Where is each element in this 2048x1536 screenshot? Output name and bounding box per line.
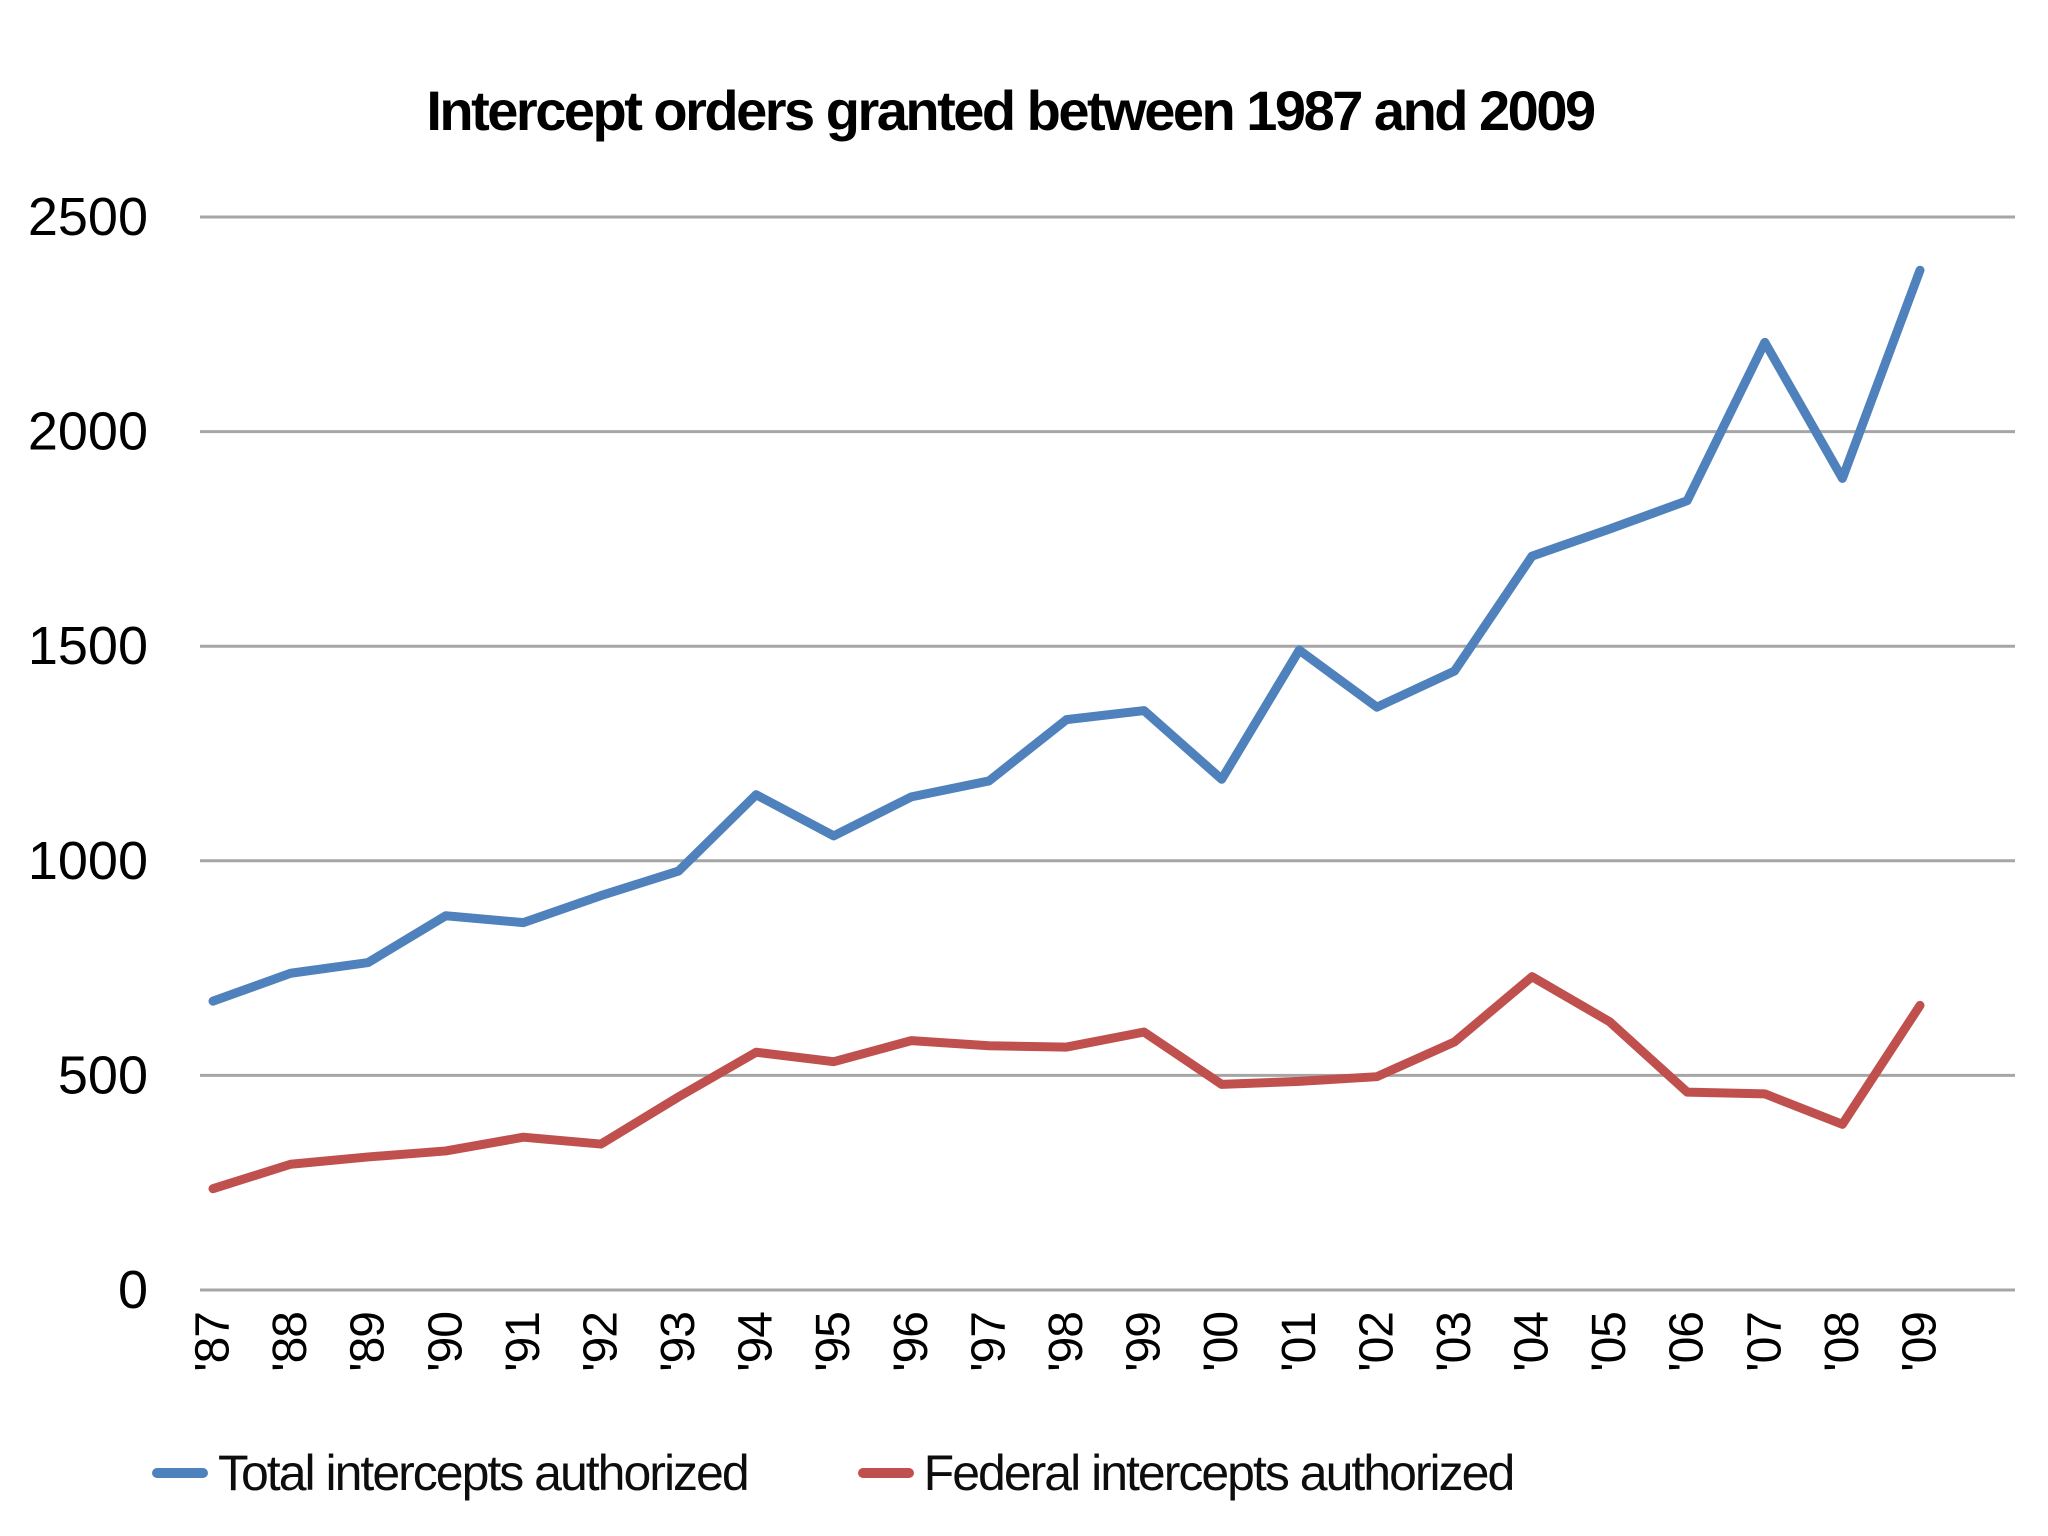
chart-title: Intercept orders granted between 1987 an… xyxy=(426,79,1596,142)
x-axis-tick-label: '89 xyxy=(342,1312,395,1372)
y-axis-tick-label: 0 xyxy=(118,1260,148,1320)
x-axis-tick-label: '93 xyxy=(652,1312,705,1372)
federal-series-line xyxy=(208,972,1925,1194)
x-axis-tick-label: '92 xyxy=(574,1312,627,1372)
total-series-line xyxy=(208,265,1925,1006)
y-axis-tick-label: 1000 xyxy=(28,831,148,891)
x-axis-tick-label: '01 xyxy=(1273,1312,1326,1372)
x-axis-tick-label: '98 xyxy=(1040,1312,1093,1372)
total-series-swatch xyxy=(152,1468,208,1478)
x-axis-tick-label: '09 xyxy=(1894,1312,1947,1372)
x-axis-tick-label: '07 xyxy=(1738,1312,1791,1372)
x-axis-tick-label: '94 xyxy=(730,1312,783,1372)
y-axis-tick-label: 500 xyxy=(58,1045,148,1105)
x-axis-tick-label: '08 xyxy=(1816,1312,1869,1372)
legend-label-federal: Federal intercepts authorized xyxy=(923,1445,1516,1501)
y-axis-tick-label: 2000 xyxy=(28,402,148,462)
x-axis-tick-label: '90 xyxy=(419,1312,472,1372)
x-axis-tick-label: '02 xyxy=(1350,1312,1403,1372)
x-axis-tick-label: '00 xyxy=(1195,1312,1248,1372)
x-axis-tick-label: '06 xyxy=(1661,1312,1714,1372)
x-axis-tick-label: '88 xyxy=(264,1312,317,1372)
x-axis-tick-label: '03 xyxy=(1428,1312,1481,1372)
legend-label-total: Total intercepts authorized xyxy=(218,1445,750,1501)
y-axis-tick-label: 2500 xyxy=(28,187,148,247)
x-axis-tick-label: '91 xyxy=(497,1312,550,1372)
x-axis-tick-label: '05 xyxy=(1583,1312,1636,1372)
x-axis-tick-label: '04 xyxy=(1506,1312,1559,1372)
legend-item-federal: Federal intercepts authorized xyxy=(857,1444,1516,1502)
x-axis-tick-label: '97 xyxy=(962,1312,1015,1372)
x-axis-tick-label: '96 xyxy=(885,1312,938,1372)
x-axis-tick-label: '99 xyxy=(1118,1312,1171,1372)
legend-item-total: Total intercepts authorized xyxy=(152,1444,750,1502)
federal-series-swatch xyxy=(857,1468,914,1478)
y-axis-tick-label: 1500 xyxy=(28,616,148,676)
x-axis-tick-label: '95 xyxy=(807,1312,860,1372)
chart-legend: Total intercepts authorized Federal inte… xyxy=(152,1444,1516,1502)
x-axis-tick-label: '87 xyxy=(187,1312,240,1372)
